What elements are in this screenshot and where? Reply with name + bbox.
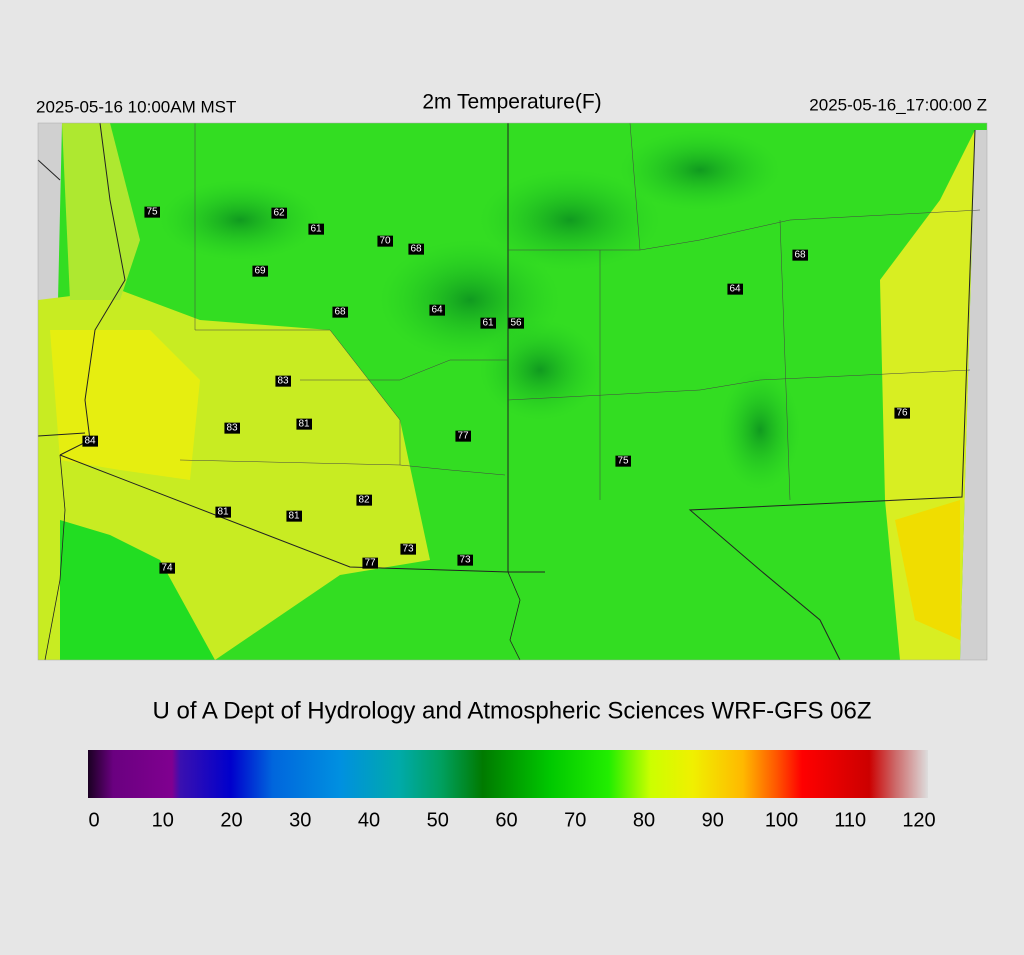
station-value: 68 <box>334 307 346 318</box>
station-value: 68 <box>794 250 806 261</box>
station-value: 61 <box>482 318 494 329</box>
station-value: 77 <box>364 558 376 569</box>
colorbar-tick-label: 80 <box>633 809 655 831</box>
station-value: 83 <box>226 423 238 434</box>
station-value: 64 <box>431 305 443 316</box>
station-box <box>159 562 175 574</box>
station-box <box>508 317 524 329</box>
station-box <box>271 207 287 219</box>
station-box <box>356 494 372 506</box>
colorbar-tick-label: 110 <box>834 809 866 831</box>
station-value: 77 <box>457 431 469 442</box>
station-box <box>480 317 496 329</box>
colorbar-tick-label: 70 <box>564 809 586 831</box>
colorbar-tick-label: 20 <box>220 809 242 831</box>
station-box <box>296 418 312 430</box>
station-box <box>792 249 808 261</box>
station-value: 76 <box>896 408 908 419</box>
station-box <box>377 235 393 247</box>
valid-local: 2025-05-16 10:00AM MST <box>36 97 236 116</box>
station-value: 69 <box>254 266 266 277</box>
station-box <box>455 430 471 442</box>
station-value: 68 <box>410 244 422 255</box>
station-box <box>332 306 348 318</box>
station-box <box>308 223 324 235</box>
station-box <box>275 375 291 387</box>
station-value: 64 <box>729 284 741 295</box>
colorbar-tick-label: 90 <box>702 809 724 831</box>
station-value: 82 <box>358 495 370 506</box>
station-box <box>215 506 231 518</box>
station-value: 75 <box>146 207 158 218</box>
station-value: 62 <box>273 208 285 219</box>
station-value: 81 <box>217 507 229 518</box>
station-value: 74 <box>161 563 173 574</box>
station-value: 84 <box>84 436 96 447</box>
colorbar-tick-label: 60 <box>495 809 517 831</box>
station-box <box>615 455 631 467</box>
colorbar-tick-label: 30 <box>289 809 311 831</box>
station-value: 56 <box>510 318 522 329</box>
station-value: 70 <box>379 236 391 247</box>
station-value: 73 <box>402 544 414 555</box>
station-box <box>286 510 302 522</box>
station-value: 73 <box>459 555 471 566</box>
colorbar-ticks: 0 10 20 30 40 50 60 70 80 90 100 110 120 <box>88 809 935 831</box>
station-box <box>144 206 160 218</box>
station-box <box>429 304 445 316</box>
station-value: 81 <box>288 511 300 522</box>
colorbar-tick-label: 0 <box>88 809 99 831</box>
credit: U of A Dept of Hydrology and Atmospheric… <box>153 697 872 724</box>
station-box <box>457 554 473 566</box>
valid-utc: 2025-05-16_17:00:00 Z <box>809 95 987 114</box>
station-box <box>224 422 240 434</box>
colorbar-tick-label: 50 <box>427 809 449 831</box>
station-box <box>894 407 910 419</box>
station-box <box>362 557 378 569</box>
station-box <box>408 243 424 255</box>
colorbar-tick-label: 100 <box>765 809 798 831</box>
station-value: 61 <box>310 224 322 235</box>
station-box <box>252 265 268 277</box>
station-box <box>400 543 416 555</box>
station-value: 75 <box>617 456 629 467</box>
colorbar-tick-label: 10 <box>152 809 174 831</box>
map-title: 2m Temperature(F) <box>422 91 601 114</box>
station-box <box>82 435 98 447</box>
station-box <box>727 283 743 295</box>
map <box>37 122 988 661</box>
colorbar <box>88 750 928 798</box>
station-value: 81 <box>298 419 310 430</box>
colorbar-tick-label: 120 <box>902 809 935 831</box>
station-value: 83 <box>277 376 289 387</box>
station-labels: 75 62 61 70 68 69 68 64 61 56 83 83 81 8… <box>82 206 910 574</box>
colorbar-tick-label: 40 <box>358 809 380 831</box>
